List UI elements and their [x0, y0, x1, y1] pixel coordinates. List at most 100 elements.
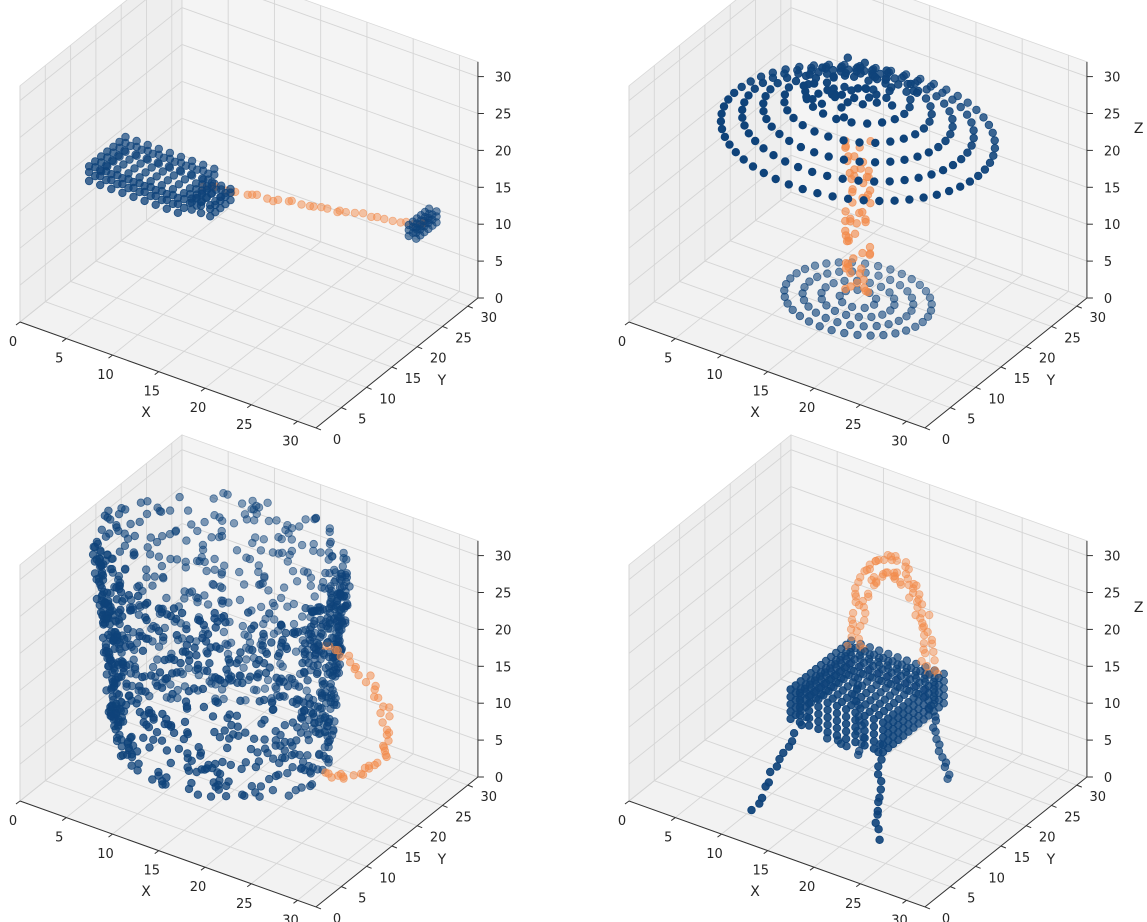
data-point-series-0 — [808, 167, 817, 177]
data-point-series-0 — [336, 589, 345, 599]
data-point-series-0 — [843, 53, 852, 62]
data-point-series-0 — [185, 588, 194, 597]
data-point-series-0 — [324, 555, 333, 564]
data-point-series-0 — [269, 629, 279, 638]
data-point-series-0 — [300, 647, 309, 657]
z-tick-label: 25 — [1104, 587, 1121, 602]
data-point-series-1 — [350, 208, 360, 218]
data-point-series-1 — [804, 317, 814, 326]
data-point-series-0 — [260, 684, 270, 693]
data-point-series-0 — [900, 109, 909, 119]
gridline-z — [628, 7, 792, 138]
z-tick-label: 15 — [1104, 181, 1121, 196]
data-point-series-0 — [814, 702, 823, 711]
data-point-series-0 — [276, 741, 285, 750]
data-point-series-0 — [157, 736, 167, 745]
data-point-series-1 — [834, 258, 843, 267]
data-point-series-0 — [249, 516, 259, 525]
gridline-y — [146, 220, 443, 327]
data-point-series-0 — [243, 608, 253, 617]
gridline-z — [790, 191, 1088, 299]
data-point-series-0 — [148, 149, 157, 158]
data-point-series-1 — [370, 692, 379, 701]
data-point-series-0 — [209, 494, 218, 503]
data-point-series-0 — [980, 165, 990, 174]
data-point-series-0 — [180, 175, 190, 184]
data-point-series-0 — [329, 700, 339, 709]
data-point-series-0 — [142, 598, 152, 608]
data-point-series-0 — [169, 604, 179, 613]
data-point-series-0 — [296, 764, 306, 773]
data-point-series-0 — [207, 533, 216, 542]
y-tick — [467, 305, 473, 309]
gridline-z — [628, 560, 792, 691]
data-point-series-0 — [929, 723, 938, 732]
data-point-series-0 — [179, 734, 189, 744]
data-point-series-0 — [404, 225, 413, 235]
x-tick — [15, 321, 21, 326]
data-point-series-0 — [298, 757, 308, 766]
data-point-series-0 — [838, 174, 847, 183]
data-point-series-1 — [815, 322, 824, 331]
data-point-series-0 — [839, 155, 849, 164]
data-point-series-1 — [367, 212, 376, 222]
data-point-series-0 — [135, 517, 144, 527]
gridline-z — [628, 191, 792, 323]
y-tick-label: 0 — [942, 433, 950, 448]
data-point-series-0 — [338, 562, 347, 571]
data-point-series-0 — [210, 614, 219, 623]
x-axis-label: X — [141, 884, 151, 900]
data-point-series-1 — [354, 671, 363, 680]
data-point-series-0 — [876, 785, 885, 794]
points — [84, 132, 441, 243]
gridline-x — [859, 753, 1023, 885]
data-point-series-1 — [907, 274, 916, 284]
data-point-series-1 — [783, 299, 792, 308]
y-tick-label: 30 — [1090, 311, 1107, 326]
y-axis-line — [924, 776, 1088, 908]
data-point-series-1 — [786, 274, 795, 283]
data-point-series-1 — [805, 277, 814, 286]
data-point-series-0 — [860, 726, 869, 735]
data-point-series-0 — [138, 646, 148, 655]
data-point-series-0 — [864, 93, 874, 102]
x-tick — [763, 850, 769, 855]
data-point-series-0 — [311, 727, 320, 737]
data-point-series-0 — [731, 147, 740, 157]
x-axis-label: X — [141, 405, 151, 421]
data-point-series-0 — [962, 110, 972, 119]
data-point-series-0 — [114, 690, 124, 699]
data-point-series-1 — [358, 770, 368, 779]
y-axis-label: Y — [437, 852, 447, 868]
data-point-series-1 — [346, 658, 355, 667]
y-tick — [950, 407, 956, 411]
data-point-series-1 — [884, 320, 893, 329]
data-point-series-0 — [157, 561, 167, 571]
data-point-series-0 — [226, 760, 235, 770]
data-point-series-0 — [828, 192, 837, 201]
z-tick-label: 10 — [1104, 697, 1121, 712]
data-point-series-0 — [287, 674, 296, 684]
data-point-series-0 — [142, 154, 151, 163]
data-point-series-0 — [783, 106, 792, 115]
data-point-series-0 — [984, 120, 994, 130]
data-point-series-0 — [155, 506, 164, 516]
data-point-series-0 — [129, 192, 138, 202]
data-point-series-0 — [238, 621, 247, 631]
data-point-series-0 — [103, 513, 112, 522]
data-point-series-0 — [124, 591, 133, 600]
data-point-series-0 — [873, 770, 883, 779]
data-point-series-0 — [319, 649, 328, 658]
data-point-series-0 — [165, 506, 175, 515]
data-point-series-0 — [818, 109, 828, 118]
data-point-series-0 — [123, 624, 132, 634]
data-point-series-0 — [717, 109, 726, 118]
data-point-series-0 — [196, 208, 206, 218]
data-point-series-0 — [192, 651, 201, 660]
gridline-z — [790, 559, 1088, 667]
data-point-series-0 — [133, 582, 142, 592]
data-point-series-0 — [761, 782, 770, 791]
data-point-series-1 — [927, 635, 936, 645]
z-tick-label: 10 — [495, 218, 512, 233]
y-tick — [950, 886, 956, 890]
